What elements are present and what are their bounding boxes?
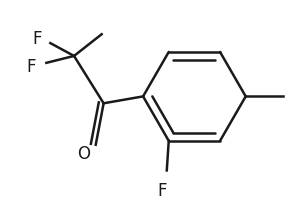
Text: F: F — [27, 58, 36, 75]
Text: O: O — [77, 144, 90, 162]
Text: F: F — [33, 30, 42, 48]
Text: F: F — [157, 181, 167, 199]
